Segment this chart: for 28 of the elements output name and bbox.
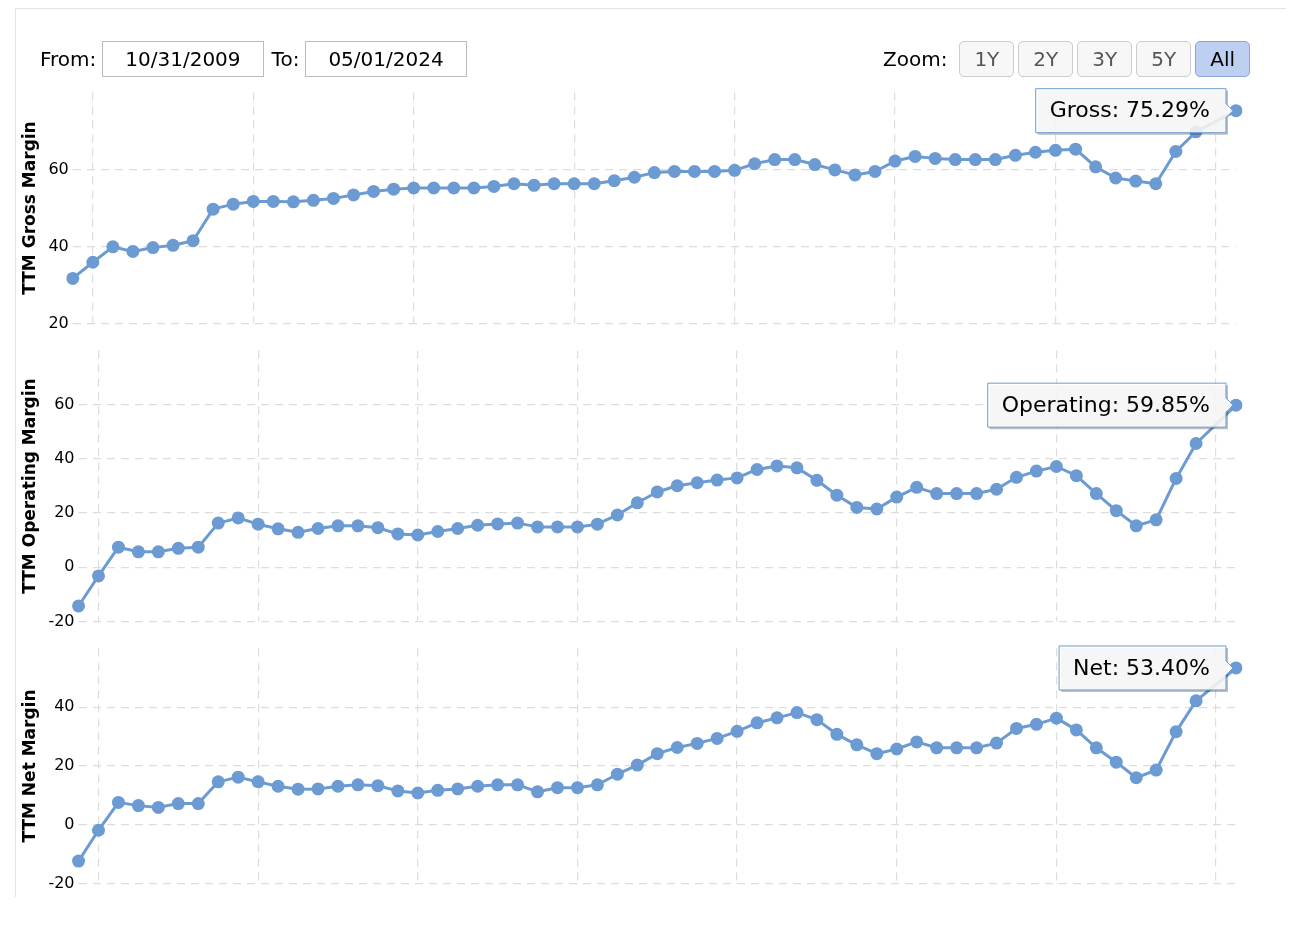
- zoom-button: 2Y: [1018, 41, 1074, 77]
- text: Zoom:: [882, 47, 948, 71]
- zoom-button: 1Y: [959, 41, 1015, 77]
- date-field: 05/01/2024: [305, 41, 467, 77]
- text: From:: [40, 47, 97, 71]
- zoom-button: 3Y: [1077, 41, 1133, 77]
- y-tick-label: 0: [64, 813, 75, 833]
- y-tick-label: 60: [54, 393, 75, 413]
- y-axis-title: TTM Gross Margin: [18, 121, 39, 295]
- y-tick-label: -20: [48, 872, 75, 892]
- y-tick-label: 40: [54, 696, 75, 716]
- y-tick-label: 20: [54, 502, 75, 522]
- text: To:: [271, 47, 300, 71]
- y-tick-label: 0: [64, 556, 75, 576]
- y-tick-label: 60: [48, 158, 69, 178]
- annotation: Gross: 75.29%: [1049, 97, 1211, 123]
- y-tick-label: 40: [48, 235, 69, 255]
- annotation: Net: 53.40%: [1073, 654, 1211, 680]
- y-axis-title: TTM Net Margin: [18, 689, 39, 843]
- zoom-button: All: [1195, 41, 1250, 77]
- zoom-button: 5Y: [1136, 41, 1192, 77]
- y-tick-label: -20: [48, 610, 75, 630]
- y-tick-label: 20: [54, 755, 75, 775]
- y-tick-label: 20: [48, 312, 69, 332]
- y-axis-title: TTM Operating Margin: [18, 378, 39, 594]
- date-field: 10/31/2009: [102, 41, 264, 77]
- annotation: Operating: 59.85%: [1001, 391, 1210, 417]
- y-tick-label: 40: [54, 448, 75, 468]
